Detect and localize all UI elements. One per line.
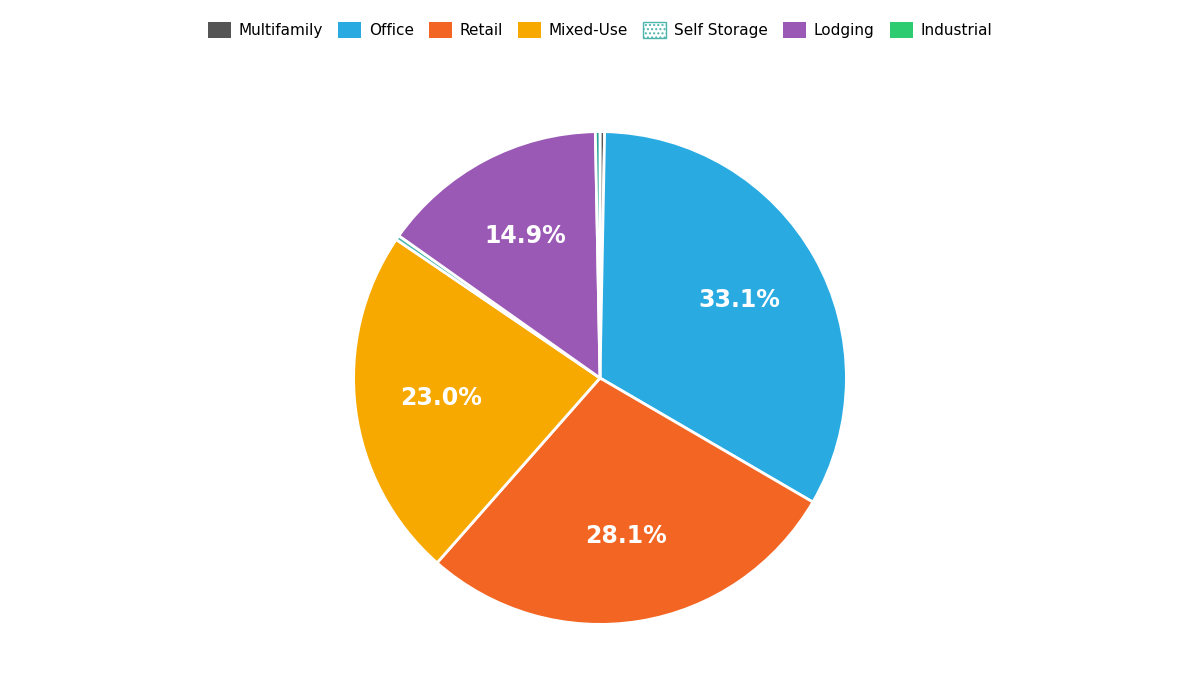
Text: 23.0%: 23.0% xyxy=(400,386,482,410)
Text: 28.1%: 28.1% xyxy=(584,524,666,548)
Wedge shape xyxy=(398,132,600,378)
Text: 14.9%: 14.9% xyxy=(484,225,566,248)
Wedge shape xyxy=(437,378,812,624)
Wedge shape xyxy=(396,236,600,378)
Wedge shape xyxy=(354,239,600,563)
Wedge shape xyxy=(600,132,846,502)
Legend: Multifamily, Office, Retail, Mixed-Use, Self Storage, Lodging, Industrial: Multifamily, Office, Retail, Mixed-Use, … xyxy=(202,16,998,44)
Wedge shape xyxy=(600,132,605,378)
Wedge shape xyxy=(595,132,600,378)
Text: 33.1%: 33.1% xyxy=(698,288,780,312)
